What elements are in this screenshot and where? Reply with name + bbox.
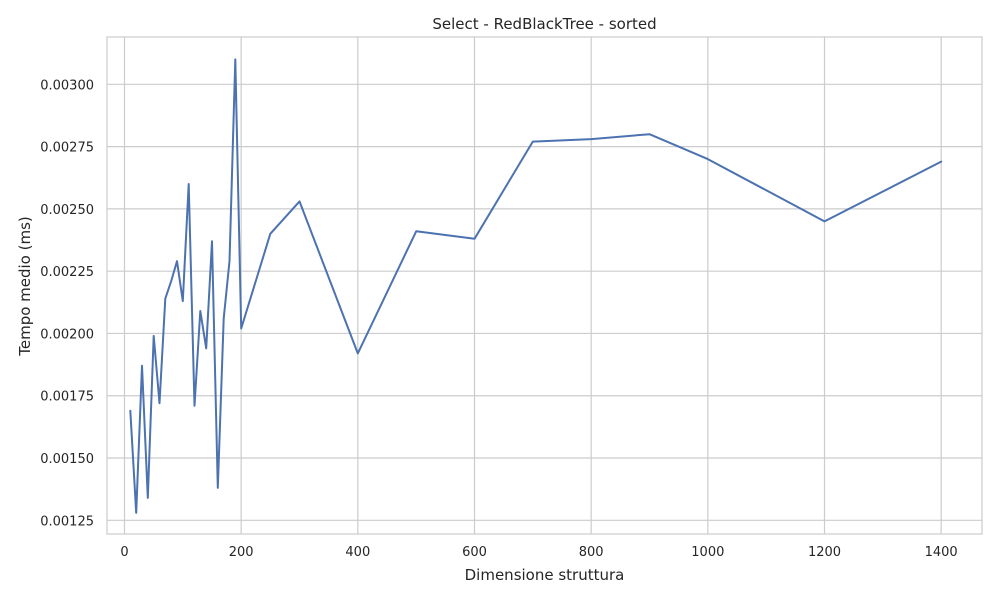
x-tick-labels: 0 200 400 600 800 1000 1200 1400 xyxy=(120,545,957,560)
series-layer xyxy=(129,58,943,514)
x-tick-label: 0 xyxy=(120,545,128,560)
y-tick-label: 0.00175 xyxy=(40,390,94,405)
x-axis-label: Dimensione struttura xyxy=(465,566,625,584)
y-axis-label: Tempo medio (ms) xyxy=(16,216,34,357)
chart-title: Select - RedBlackTree - sorted xyxy=(432,15,656,33)
y-tick-label: 0.00250 xyxy=(40,203,94,218)
x-tick-label: 400 xyxy=(345,545,370,560)
x-tick-label: 1400 xyxy=(925,545,958,560)
y-gridlines xyxy=(107,83,982,521)
y-tick-labels: 0.00125 0.00150 0.00175 0.00200 0.00225 0.002… xyxy=(40,78,94,529)
y-tick-label: 0.00275 xyxy=(40,141,94,156)
x-tick-label: 600 xyxy=(462,545,487,560)
x-tick-label: 1200 xyxy=(808,545,841,560)
plot-frame xyxy=(106,36,983,535)
y-tick-label: 0.00125 xyxy=(40,514,94,529)
y-tick-label: 0.00150 xyxy=(40,452,94,467)
x-tick-label: 1000 xyxy=(691,545,724,560)
x-gridlines xyxy=(123,37,942,534)
y-tick-label: 0.00225 xyxy=(40,265,94,280)
series-line xyxy=(129,58,943,514)
y-tick-label: 0.00200 xyxy=(40,327,94,342)
x-tick-label: 200 xyxy=(229,545,254,560)
x-tick-label: 800 xyxy=(579,545,604,560)
y-tick-label: 0.00300 xyxy=(40,78,94,93)
